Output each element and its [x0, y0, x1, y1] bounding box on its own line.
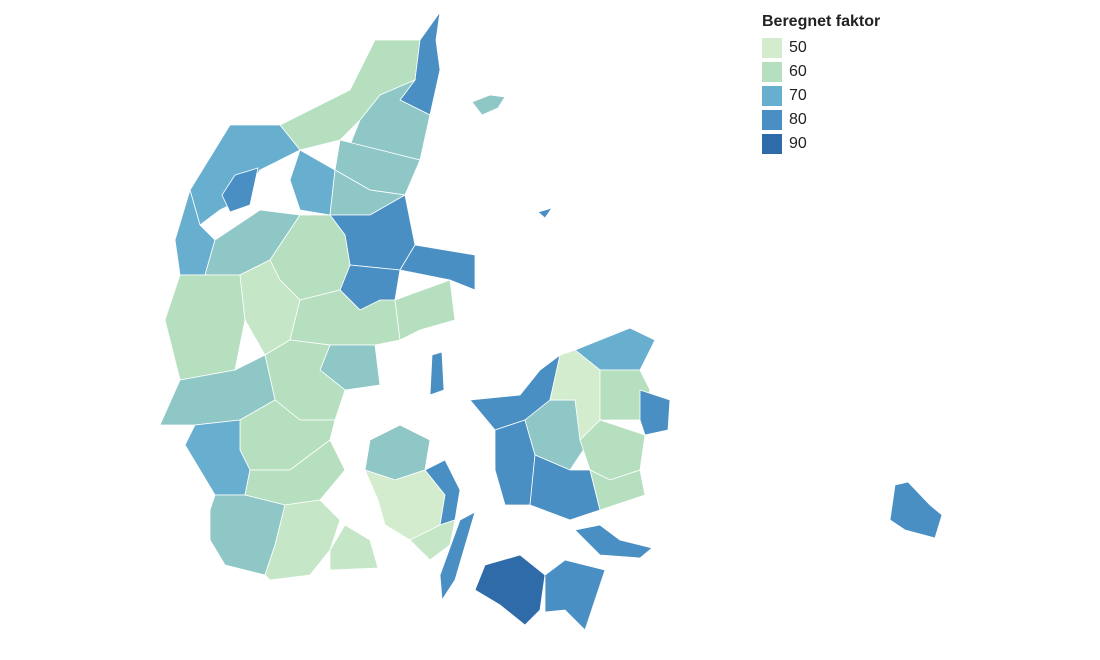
region	[264, 499, 341, 581]
region	[439, 511, 476, 602]
legend-swatch	[762, 86, 782, 106]
region	[329, 524, 379, 571]
region	[164, 274, 246, 381]
region	[429, 351, 445, 396]
legend-swatch	[762, 62, 782, 82]
legend-label: 50	[789, 39, 807, 56]
legend-label: 90	[789, 135, 807, 152]
region	[574, 524, 653, 559]
legend-swatch	[762, 134, 782, 154]
legend-label: 80	[789, 111, 807, 128]
legend: Beregnet faktor 50 60 70 80 90	[762, 13, 880, 154]
region	[471, 94, 506, 116]
region	[221, 167, 259, 213]
region	[639, 389, 671, 436]
legend-swatch	[762, 110, 782, 130]
region	[537, 207, 553, 219]
legend-title: Beregnet faktor	[762, 13, 880, 30]
region	[399, 244, 476, 291]
legend-label: 60	[789, 63, 807, 80]
legend-swatch	[762, 38, 782, 58]
region	[394, 279, 456, 341]
region	[474, 554, 546, 626]
region	[289, 149, 336, 216]
region	[889, 481, 943, 539]
region	[409, 519, 456, 561]
legend-label: 70	[789, 87, 807, 104]
municipalities	[159, 11, 943, 631]
region	[544, 559, 606, 631]
region	[589, 469, 646, 511]
region	[184, 419, 251, 496]
